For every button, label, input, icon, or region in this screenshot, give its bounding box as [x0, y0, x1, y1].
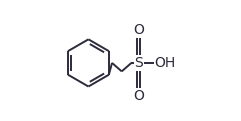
Text: O: O [133, 89, 144, 103]
Text: O: O [133, 23, 144, 37]
Text: S: S [134, 56, 143, 70]
Text: OH: OH [154, 56, 176, 70]
